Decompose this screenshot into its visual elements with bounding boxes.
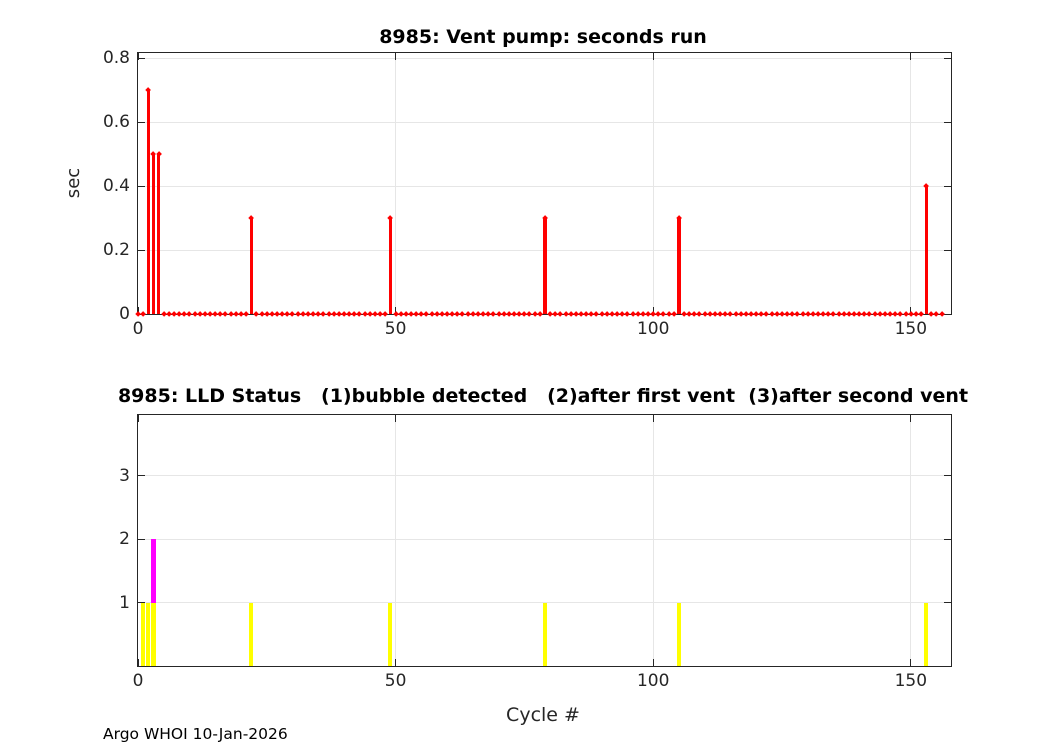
y-axis-tick bbox=[944, 602, 951, 604]
y-tick-label: 1 bbox=[119, 592, 130, 613]
status-bar-yellow bbox=[249, 602, 254, 666]
y-axis-tick bbox=[138, 121, 145, 123]
grid-line-horizontal bbox=[138, 57, 951, 59]
y-tick-label: 0.2 bbox=[102, 240, 130, 261]
x-tick-label: 150 bbox=[894, 319, 928, 339]
y-axis-tick bbox=[944, 185, 951, 187]
grid-line-vertical bbox=[910, 53, 912, 314]
y-axis-tick bbox=[944, 313, 951, 315]
y-tick-label: 0.4 bbox=[102, 176, 130, 197]
x-axis-tick bbox=[652, 659, 654, 666]
grid-line-horizontal bbox=[138, 475, 951, 477]
x-axis-tick bbox=[910, 53, 912, 60]
stem-line bbox=[146, 90, 151, 314]
x-axis-tick bbox=[910, 659, 912, 666]
status-bar-yellow bbox=[151, 602, 156, 666]
x-tick-label: 100 bbox=[636, 671, 670, 691]
x-axis-tick bbox=[137, 307, 139, 314]
stem-line bbox=[156, 154, 161, 314]
y-axis-tick bbox=[944, 249, 951, 251]
x-tick-label: 100 bbox=[636, 319, 670, 339]
lld-status-title: 8985: LLD Status (1)bubble detected (2)a… bbox=[117, 385, 969, 407]
status-bar-yellow bbox=[388, 602, 393, 666]
stem-marker bbox=[243, 311, 250, 317]
x-axis-tick bbox=[395, 53, 397, 60]
stem-line bbox=[924, 186, 929, 314]
x-axis-tick bbox=[395, 307, 397, 314]
status-bar-yellow bbox=[146, 602, 151, 666]
y-axis-tick bbox=[138, 57, 145, 59]
stem-marker bbox=[248, 215, 255, 221]
y-axis-tick bbox=[138, 475, 145, 477]
grid-line-vertical bbox=[652, 53, 654, 314]
stem-marker bbox=[918, 311, 925, 317]
y-tick-label: 0 bbox=[119, 304, 130, 324]
vent-pump-plot-area: 0 50 100 150 0 0.2 0.4 0.6 0.8 bbox=[103, 48, 952, 339]
stem-marker bbox=[145, 87, 152, 94]
x-axis-tick bbox=[395, 659, 397, 666]
y-axis-tick bbox=[944, 475, 951, 477]
x-tick-label: 0 bbox=[132, 319, 144, 339]
x-axis-tick bbox=[652, 415, 654, 422]
cycle-axis-label: Cycle # bbox=[506, 704, 580, 726]
status-bar-magenta bbox=[151, 539, 156, 666]
x-axis-tick bbox=[910, 307, 912, 314]
stem-marker bbox=[670, 311, 677, 317]
grid-line-horizontal bbox=[138, 185, 951, 187]
x-axis-tick bbox=[137, 659, 139, 666]
y-tick-label: 2 bbox=[119, 529, 130, 550]
stem-marker bbox=[387, 215, 394, 221]
x-tick-label: 50 bbox=[384, 671, 407, 691]
y-axis-tick bbox=[138, 185, 145, 187]
x-tick-label: 150 bbox=[894, 671, 928, 691]
grid-line-vertical bbox=[395, 415, 397, 666]
stem-marker bbox=[382, 311, 389, 317]
x-tick-label: 50 bbox=[384, 319, 407, 339]
stem-line bbox=[249, 218, 254, 314]
x-tick-label: 0 bbox=[132, 671, 144, 691]
vent-pump-title: 8985: Vent pump: seconds run bbox=[379, 26, 707, 48]
status-bar-yellow bbox=[676, 602, 681, 666]
grid-line-vertical bbox=[395, 53, 397, 314]
stem-line bbox=[543, 218, 547, 314]
lld-status-plot-area: 0 50 100 150 1 2 3 bbox=[119, 414, 952, 691]
x-axis-tick bbox=[137, 415, 139, 422]
grid-line-vertical bbox=[910, 415, 912, 666]
y-axis-tick bbox=[138, 538, 145, 540]
y-tick-label: 0.6 bbox=[102, 112, 130, 133]
y-tick-label: 0.8 bbox=[102, 48, 130, 69]
grid-line-vertical bbox=[652, 415, 654, 666]
status-bar-yellow bbox=[924, 602, 929, 666]
x-axis-tick bbox=[910, 415, 912, 422]
stem-marker bbox=[140, 311, 147, 317]
stem-marker bbox=[923, 183, 930, 190]
stem-marker bbox=[938, 311, 945, 317]
x-axis-tick bbox=[395, 415, 397, 422]
y-axis-tick bbox=[944, 121, 951, 123]
argo-footer: Argo WHOI 10-Jan-2026 bbox=[103, 725, 288, 743]
x-axis-tick bbox=[652, 53, 654, 60]
grid-line-horizontal bbox=[138, 121, 951, 123]
status-bar-yellow bbox=[542, 602, 548, 666]
y-tick-label: 3 bbox=[119, 465, 130, 486]
stem-line bbox=[388, 218, 393, 314]
stem-marker bbox=[536, 311, 543, 317]
y-axis-tick bbox=[944, 57, 951, 59]
stem-line bbox=[151, 154, 156, 314]
y-axis-tick bbox=[138, 249, 145, 251]
grid-line-horizontal bbox=[138, 538, 951, 540]
x-axis-tick bbox=[137, 53, 139, 60]
x-axis-tick bbox=[652, 307, 654, 314]
status-bar-yellow bbox=[141, 602, 146, 666]
stem-line bbox=[677, 218, 681, 314]
y-axis-tick bbox=[944, 538, 951, 540]
